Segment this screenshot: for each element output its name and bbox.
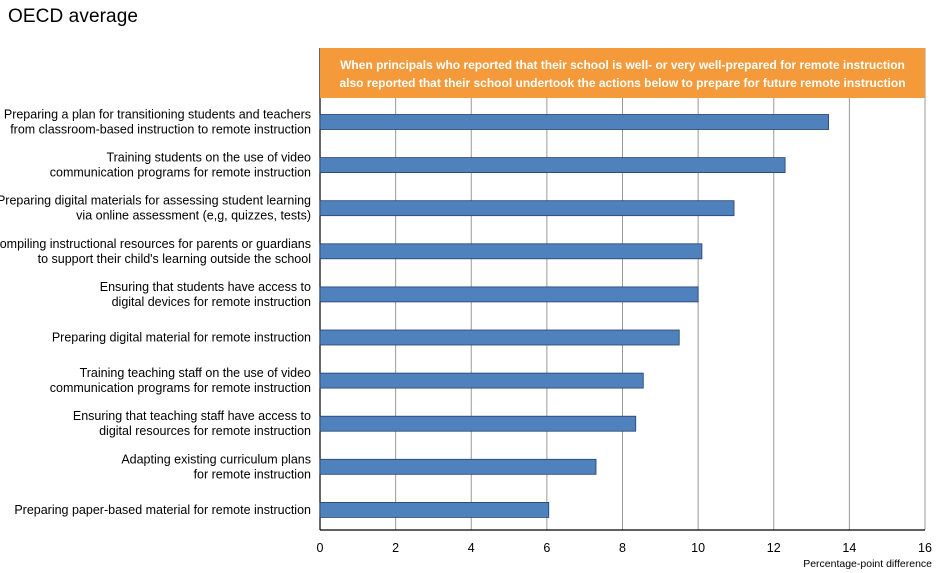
x-tick-label: 10: [691, 541, 705, 555]
banner-text-line: When principals who reported that their …: [340, 58, 905, 72]
x-tick-label: 8: [619, 541, 626, 555]
x-tick-label: 4: [468, 541, 475, 555]
category-labels: Preparing a plan for transitioning stude…: [0, 108, 311, 517]
x-tick-label: 12: [767, 541, 781, 555]
category-label: Adapting existing curriculum plans for re…: [121, 452, 311, 481]
bars: [319, 114, 829, 518]
x-tick-label: 16: [918, 541, 932, 555]
banner-background: [320, 48, 925, 98]
category-label: Preparing a plan for transitioning stude…: [4, 108, 311, 137]
x-axis: 0 2 4 6 8 10 12 14 16 Percentage-point difference: [317, 541, 933, 570]
category-label: Preparing digital materials for assessin…: [0, 194, 311, 223]
x-tick-label: 2: [392, 541, 399, 555]
bar: [319, 415, 637, 432]
x-tick-label: 0: [317, 541, 324, 555]
bar: [319, 372, 644, 389]
bar: [319, 501, 550, 518]
x-axis-label: Percentage-point difference: [803, 558, 932, 570]
category-label: Ensuring that students have access to dig…: [100, 280, 311, 309]
banner-text-line: also reported that their school undertoo…: [339, 76, 905, 90]
category-label: Ensuring that teaching staff have access…: [73, 409, 311, 438]
x-tick-label: 6: [543, 541, 550, 555]
category-label: Preparing digital material for remote in…: [52, 331, 311, 345]
page-title: OECD average: [8, 6, 139, 27]
category-label: Training teaching staff on the use of vi…: [50, 366, 311, 395]
bar: [319, 157, 786, 174]
bar: [319, 458, 597, 475]
bar: [319, 114, 829, 130]
x-tick-label: 14: [842, 541, 856, 555]
bar: [319, 329, 680, 346]
bar: [319, 200, 735, 217]
bar: [319, 286, 699, 303]
category-label: Training students on the use of video com…: [50, 151, 311, 180]
bar: [319, 243, 703, 260]
chart-banner: When principals who reported that their …: [320, 48, 925, 98]
category-label: Compiling instructional resources for pa…: [0, 237, 311, 266]
category-label: Preparing paper-based material for remot…: [14, 503, 311, 517]
